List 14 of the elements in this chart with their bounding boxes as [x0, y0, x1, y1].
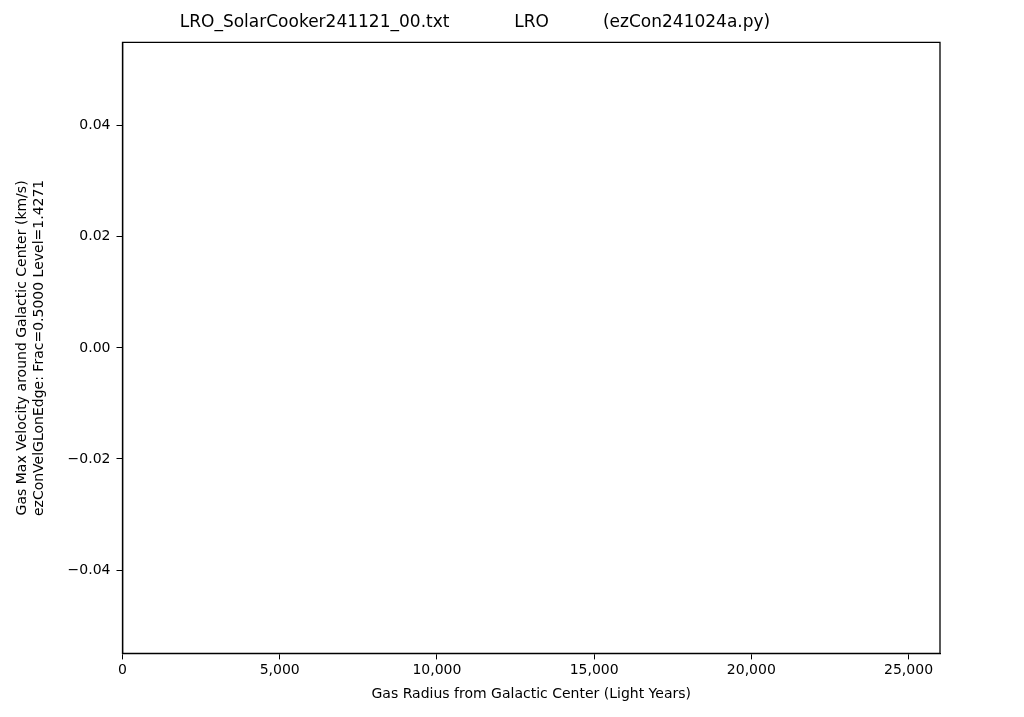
y-axis-title: Gas Max Velocity around Galactic Center (km/s) ezConVelGLonEdge: Frac=0.5000 Level=1.4271 [13, 179, 46, 517]
x-axis-title: Gas Radius from Galactic Center (Light Years) [371, 685, 692, 702]
x-tick-label: 25,000 [884, 661, 934, 678]
y-tick-label: 0.00 [79, 338, 111, 355]
y-tick-label: −0.04 [67, 560, 111, 577]
x-tick-label: 0 [118, 661, 127, 678]
y-tick-label: −0.02 [67, 449, 111, 466]
y-tick-label: 0.02 [79, 227, 111, 244]
x-tick-label: 5,000 [259, 661, 300, 678]
y-tick-label: 0.04 [79, 116, 111, 133]
chart-title: LRO_SolarCooker241121_00.txt LRO (ezCon241024a.py) [179, 10, 771, 32]
x-tick-label: 20,000 [726, 661, 776, 678]
x-tick-label: 15,000 [569, 661, 619, 678]
x-tick-label: 10,000 [412, 661, 462, 678]
